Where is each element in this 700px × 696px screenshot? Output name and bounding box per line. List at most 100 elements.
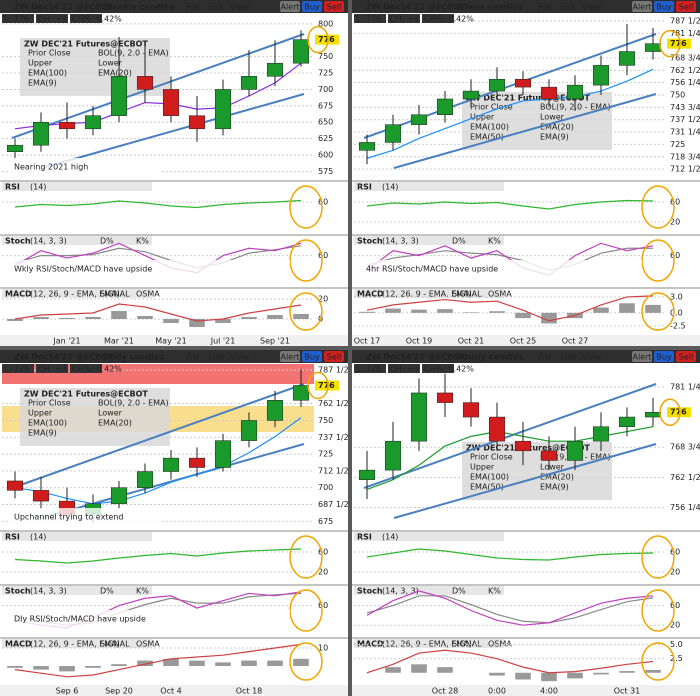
button[interactable]: [324, 351, 344, 362]
x-tick-label: Sep '21: [260, 337, 290, 346]
y-tick-label: 60: [318, 548, 328, 557]
osma-bar: [111, 311, 127, 319]
button-label[interactable]: Buy: [656, 3, 672, 12]
annotation: Dly RSI/Stoch/MACD have upside: [14, 615, 146, 624]
candle-body: [618, 51, 636, 66]
candle-body: [240, 76, 258, 90]
button[interactable]: [302, 1, 322, 12]
indicator-legend: K%: [136, 237, 149, 246]
menu-item[interactable]: Edit: [208, 353, 224, 362]
candle-body: [214, 440, 232, 468]
button[interactable]: [654, 351, 674, 362]
menu-item[interactable]: File: [538, 353, 551, 362]
menu-item[interactable]: File: [538, 3, 551, 12]
button[interactable]: [280, 1, 300, 12]
trendline: [41, 93, 305, 169]
quote-box: [422, 14, 454, 23]
y-tick-label: 762 1/2: [318, 399, 349, 408]
menu-item[interactable]: View: [230, 353, 249, 362]
candle-body: [6, 144, 24, 153]
button[interactable]: [676, 351, 696, 362]
osma-bar: [267, 660, 283, 666]
toolbar: [352, 350, 700, 363]
legend-item: Prior Close: [28, 49, 71, 58]
indicator-header: [354, 586, 504, 595]
interval[interactable]: 4 hour candles: [456, 3, 523, 12]
trendline: [393, 443, 657, 519]
candle-body: [358, 142, 376, 151]
candle-body: [644, 411, 662, 418]
interval[interactable]: Weekly candles: [104, 3, 174, 12]
button-label[interactable]: Alert: [632, 3, 651, 12]
menu-item[interactable]: View: [582, 353, 601, 362]
legend-item: EMA(100): [470, 123, 509, 132]
legend-item: EMA(50): [470, 483, 504, 492]
y-tick-label: 762 1/2: [670, 66, 700, 75]
menu-item[interactable]: Edit: [560, 3, 576, 12]
quote: CH%: 0.42%: [424, 15, 474, 24]
indicator-label: MACD: [357, 640, 384, 649]
y-tick-label: 768 3/4: [670, 443, 700, 452]
interval[interactable]: Daily candles: [104, 353, 164, 362]
menu-item[interactable]: View: [230, 3, 249, 12]
candle-body: [188, 115, 206, 130]
button-label[interactable]: Alert: [280, 353, 299, 362]
button-label[interactable]: Buy: [304, 353, 320, 362]
y-tick-label: 650: [318, 118, 333, 127]
x-tick-label: Oct 19: [406, 337, 433, 346]
legend-item: Lower: [540, 113, 565, 122]
button[interactable]: [324, 1, 344, 12]
button-label[interactable]: Sell: [679, 3, 693, 12]
last-price: 776: [318, 35, 335, 44]
x-tick-label: Oct 25: [510, 337, 537, 346]
x-tick-label: Oct 4: [160, 687, 181, 696]
highlight-circle: [641, 185, 675, 229]
candle-body: [618, 416, 636, 427]
button[interactable]: [302, 351, 322, 362]
button-label[interactable]: Buy: [304, 3, 320, 12]
indicator-params: (14): [382, 183, 398, 192]
interval[interactable]: Hourly candles: [456, 353, 523, 362]
x-tick-label: Mar '21: [104, 337, 134, 346]
indicator-header: [2, 182, 152, 191]
osma-bar: [541, 312, 557, 324]
y-tick-label: 787 1/2: [670, 16, 700, 25]
osma-bar: [59, 318, 75, 319]
y-tick-label: 2.5: [670, 654, 683, 663]
menu-item[interactable]: Edit: [560, 353, 576, 362]
indicator-line: [14, 643, 302, 678]
button[interactable]: [676, 1, 696, 12]
button[interactable]: [280, 351, 300, 362]
legend-item: BOL(9, 2.0 - EMA): [98, 399, 169, 408]
candle-body: [32, 121, 50, 146]
x-tick-label: Oct 28: [432, 687, 459, 696]
button-label[interactable]: Sell: [327, 353, 341, 362]
button-label[interactable]: Sell: [327, 3, 341, 12]
menu-item[interactable]: Edit: [208, 3, 224, 12]
y-tick-label: 60: [670, 251, 680, 260]
osma-bar: [189, 319, 205, 327]
button[interactable]: [654, 1, 674, 12]
last-price-box: [667, 38, 691, 49]
osma-bar: [137, 316, 153, 319]
y-tick-label: 20: [670, 218, 680, 227]
y-tick-label: 750: [670, 91, 685, 100]
quote: CH%: 0.42%: [72, 15, 122, 24]
menu-item[interactable]: File: [186, 353, 199, 362]
button-label[interactable]: Alert: [632, 353, 651, 362]
menu-item[interactable]: File: [186, 3, 199, 12]
y-tick-label: 762 1/2: [670, 473, 700, 482]
candle-body: [384, 440, 402, 471]
osma-bar: [85, 666, 101, 668]
button[interactable]: [632, 351, 652, 362]
button-label[interactable]: Alert: [280, 3, 299, 12]
button-label[interactable]: Sell: [679, 353, 693, 362]
highlight-circle: [307, 25, 329, 54]
y-tick-label: 3.0: [670, 292, 683, 301]
highlight-circle: [659, 29, 681, 58]
y-tick-label: 725: [318, 450, 333, 459]
legend-item: EMA(9): [540, 483, 569, 492]
menu-item[interactable]: View: [582, 3, 601, 12]
button[interactable]: [632, 1, 652, 12]
button-label[interactable]: Buy: [656, 353, 672, 362]
